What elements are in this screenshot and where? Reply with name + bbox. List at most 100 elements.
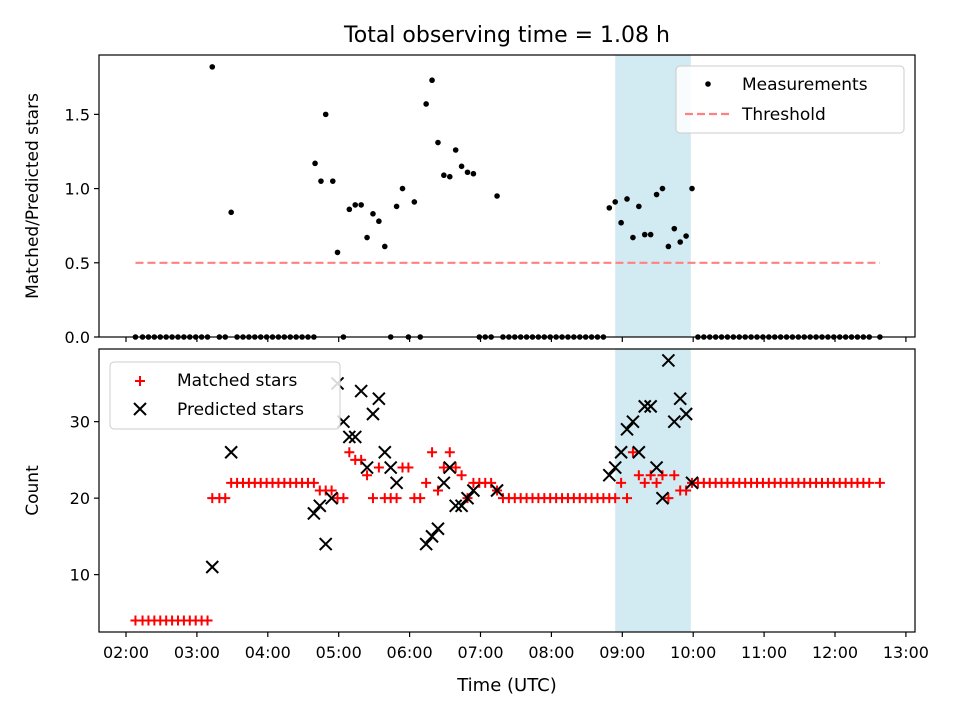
top-y-tick-label: 1.5 (65, 105, 90, 124)
predicted-stars-point (460, 491, 475, 505)
measurement-point (376, 218, 382, 225)
predicted-stars-point (342, 430, 357, 444)
bottom-axes-frame (98, 348, 916, 633)
legend-box (109, 361, 341, 430)
measurement-point (209, 64, 216, 70)
matched-stars-point (681, 485, 692, 496)
matched-stars-point (610, 493, 621, 504)
measurement-point (393, 203, 400, 210)
legend-box (675, 65, 905, 134)
matched-stars-point (202, 615, 213, 626)
measurement-point (358, 202, 364, 208)
matched-stars-point (444, 447, 455, 458)
measurement-point (464, 169, 471, 176)
predicted-stars-point (318, 537, 333, 551)
predicted-stars-point (614, 445, 628, 459)
predicted-stars-point (354, 384, 368, 398)
predicted-stars-point (425, 529, 439, 544)
predicted-stars-point (383, 460, 398, 475)
measurement-point (429, 77, 435, 84)
measurement-point (329, 178, 336, 184)
measurement-point (641, 231, 648, 238)
x-tick-label: 06:00 (387, 643, 433, 662)
measurement-point (458, 163, 465, 170)
figure-title: Total observing time = 1.08 h (343, 23, 670, 48)
legend-matched-marker (135, 376, 145, 386)
matched-stars-point (639, 477, 650, 488)
legend-threshold-label: Threshold (741, 105, 826, 125)
predicted-stars-point (608, 460, 622, 475)
predicted-stars-point (673, 392, 687, 406)
measurement-point (352, 202, 359, 208)
matched-stars-point (622, 493, 633, 504)
predicted-stars-point (490, 483, 504, 498)
predicted-stars-point (313, 499, 327, 513)
matched-stars-point (450, 462, 461, 473)
top-axes-frame (98, 54, 916, 338)
series-measurements (132, 64, 883, 340)
top-y-tick-label: 0.0 (65, 328, 90, 347)
measurement-point (618, 219, 624, 226)
measurement-point (441, 172, 447, 179)
measurement-point (370, 211, 376, 217)
measurement-point (228, 209, 234, 216)
predicted-stars-point (679, 407, 693, 421)
measurement-point (399, 185, 406, 192)
measurement-point (671, 225, 678, 232)
matched-stars-point (391, 493, 402, 504)
measurement-point (312, 160, 318, 167)
measurement-point (624, 196, 630, 202)
predicted-stars-point (419, 537, 433, 551)
x-tick-label: 05:00 (316, 643, 362, 662)
bottom-y-tick-label: 30 (70, 413, 90, 432)
measurement-point (470, 170, 477, 177)
predicted-stars-point (360, 460, 374, 475)
top-y-tick-label: 1.0 (65, 180, 90, 199)
measurement-point (334, 249, 341, 256)
matched-stars-point (373, 462, 384, 473)
x-tick-label: 12:00 (812, 643, 858, 662)
legend-predicted-marker (133, 402, 147, 416)
predicted-stars-point (443, 460, 457, 475)
predicted-stars-point (632, 445, 646, 459)
measurement-point (423, 101, 429, 107)
measurement-point (318, 178, 324, 184)
x-tick-label: 10:00 (670, 643, 716, 662)
matched-stars-point (663, 493, 674, 504)
x-axis-label: Time (UTC) (456, 675, 557, 696)
measurement-point (683, 233, 689, 239)
matched-stars-point (356, 454, 367, 465)
matched-stars-point (874, 477, 885, 488)
predicted-stars-point (602, 468, 617, 482)
predicted-stars-point (389, 476, 404, 490)
measurement-point (636, 203, 642, 210)
predicted-stars-point (448, 499, 463, 513)
measurement-point (653, 191, 660, 198)
measurement-point (435, 139, 441, 146)
bottom-legend: Matched stars Predicted stars (109, 361, 341, 430)
predicted-stars-point (626, 414, 640, 429)
x-tick-label: 04:00 (245, 643, 291, 662)
matched-stars-point (421, 477, 432, 488)
legend-matched-label: Matched stars (177, 371, 297, 391)
bottom-y-axis-label: Count (23, 465, 43, 516)
predicted-stars-point (655, 491, 670, 505)
measurement-point (452, 147, 459, 153)
measurement-point (411, 199, 418, 205)
matched-stars-point (415, 493, 426, 504)
predicted-stars-point (643, 399, 658, 414)
top-y-tick-label: 0.5 (65, 254, 90, 273)
matched-stars-point (486, 477, 497, 488)
predicted-stars-point (620, 422, 634, 437)
predicted-stars-point (466, 483, 481, 498)
predicted-stars-point (437, 476, 451, 490)
predicted-stars-point (431, 522, 445, 536)
matched-stars-point (645, 470, 656, 481)
measurement-point (677, 239, 684, 245)
matched-stars-point (308, 477, 319, 488)
matched-stars-point (438, 462, 449, 473)
x-tick-label: 08:00 (528, 643, 574, 662)
measurement-point (647, 231, 654, 238)
matched-stars-point (651, 477, 662, 488)
